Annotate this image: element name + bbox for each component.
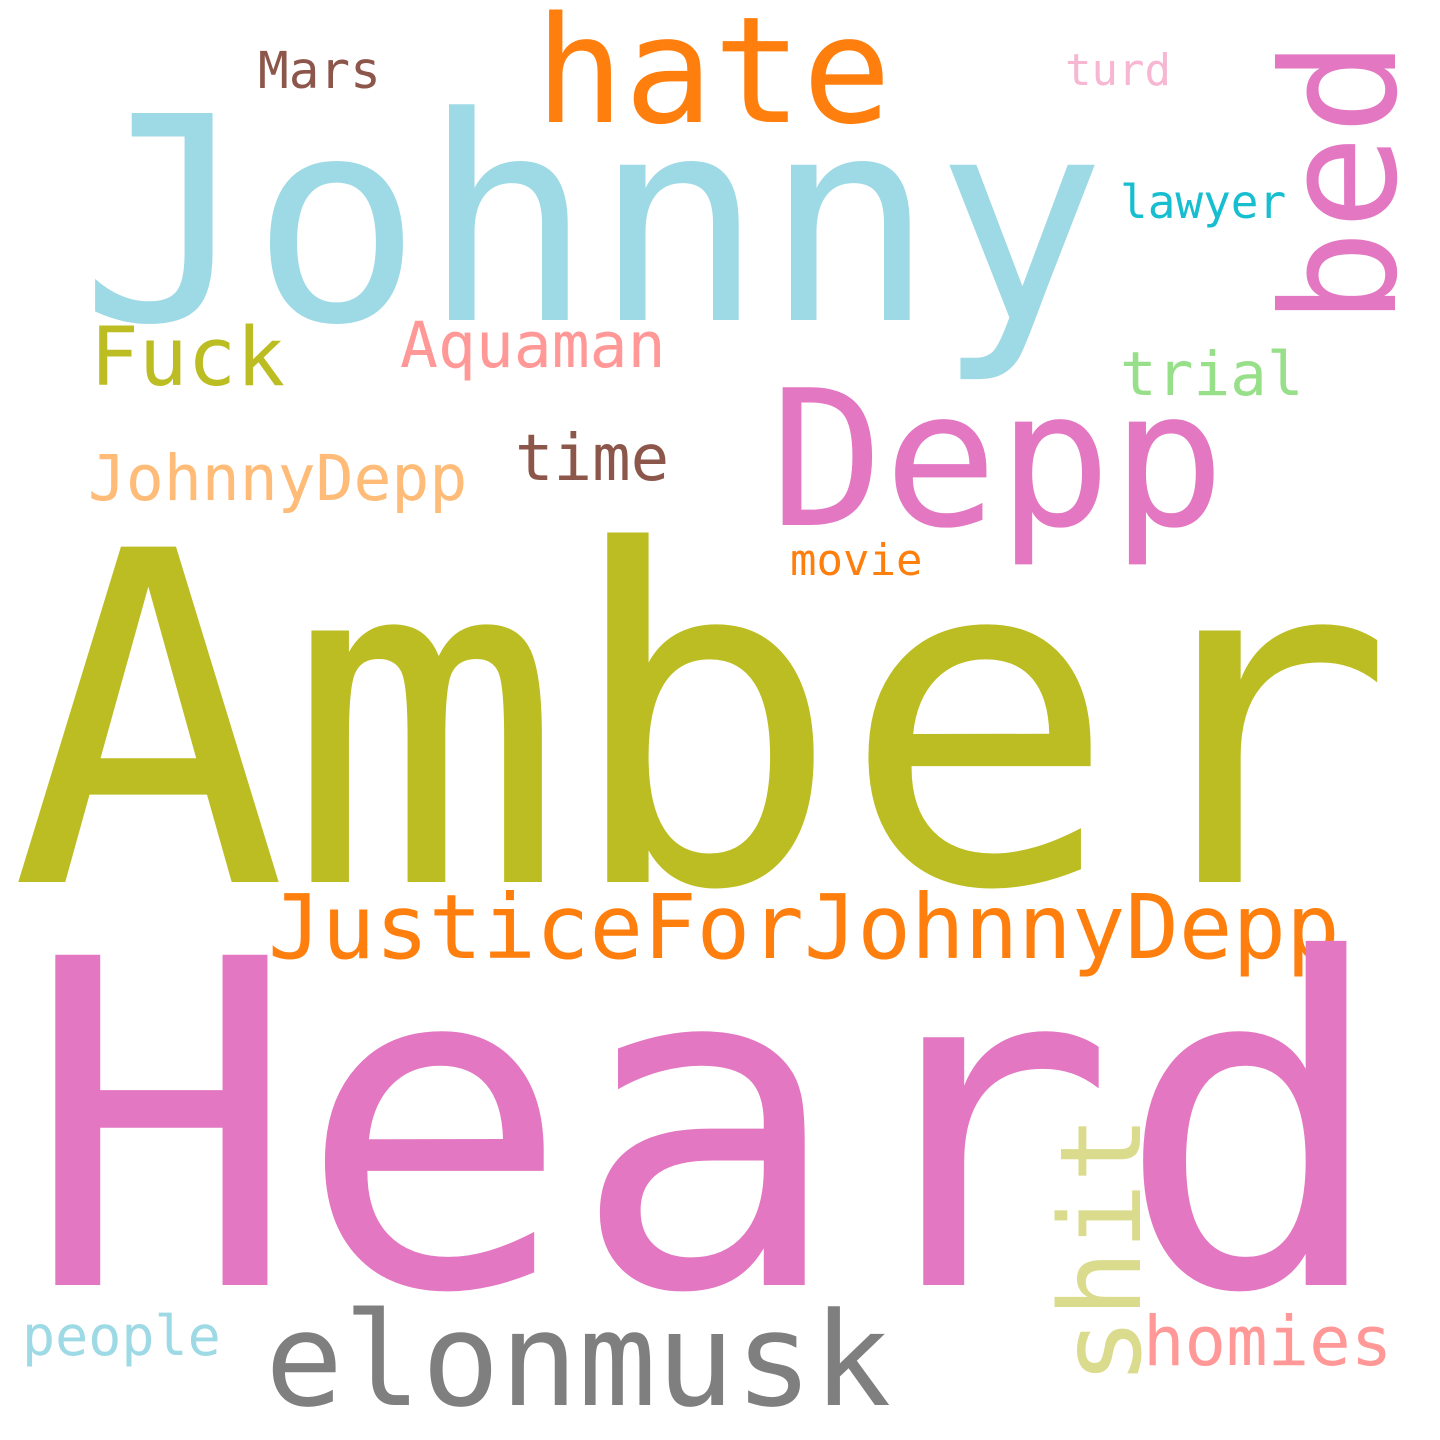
word: bed [1249,40,1433,325]
word: Depp [770,350,1225,570]
word: elonmusk [265,1284,891,1436]
word: trial [1120,339,1304,410]
word: time [515,422,669,496]
word: Heard [25,865,1389,1392]
word: Amber [10,456,1395,991]
word: JusticeForJohnnyDepp [268,875,1340,979]
word: turd [1065,45,1171,96]
word: Johnny [80,56,1106,387]
word: lawyer [1120,175,1286,229]
word: Aquaman [400,309,666,382]
word: people [22,1304,221,1368]
word: Mars [258,42,381,101]
word: Fuck [90,311,285,405]
word: shit [1037,1115,1167,1385]
word: movie [790,535,922,586]
word: JohnnyDepp [88,442,467,515]
word: homies [1143,1302,1392,1382]
word: hate [535,0,891,157]
